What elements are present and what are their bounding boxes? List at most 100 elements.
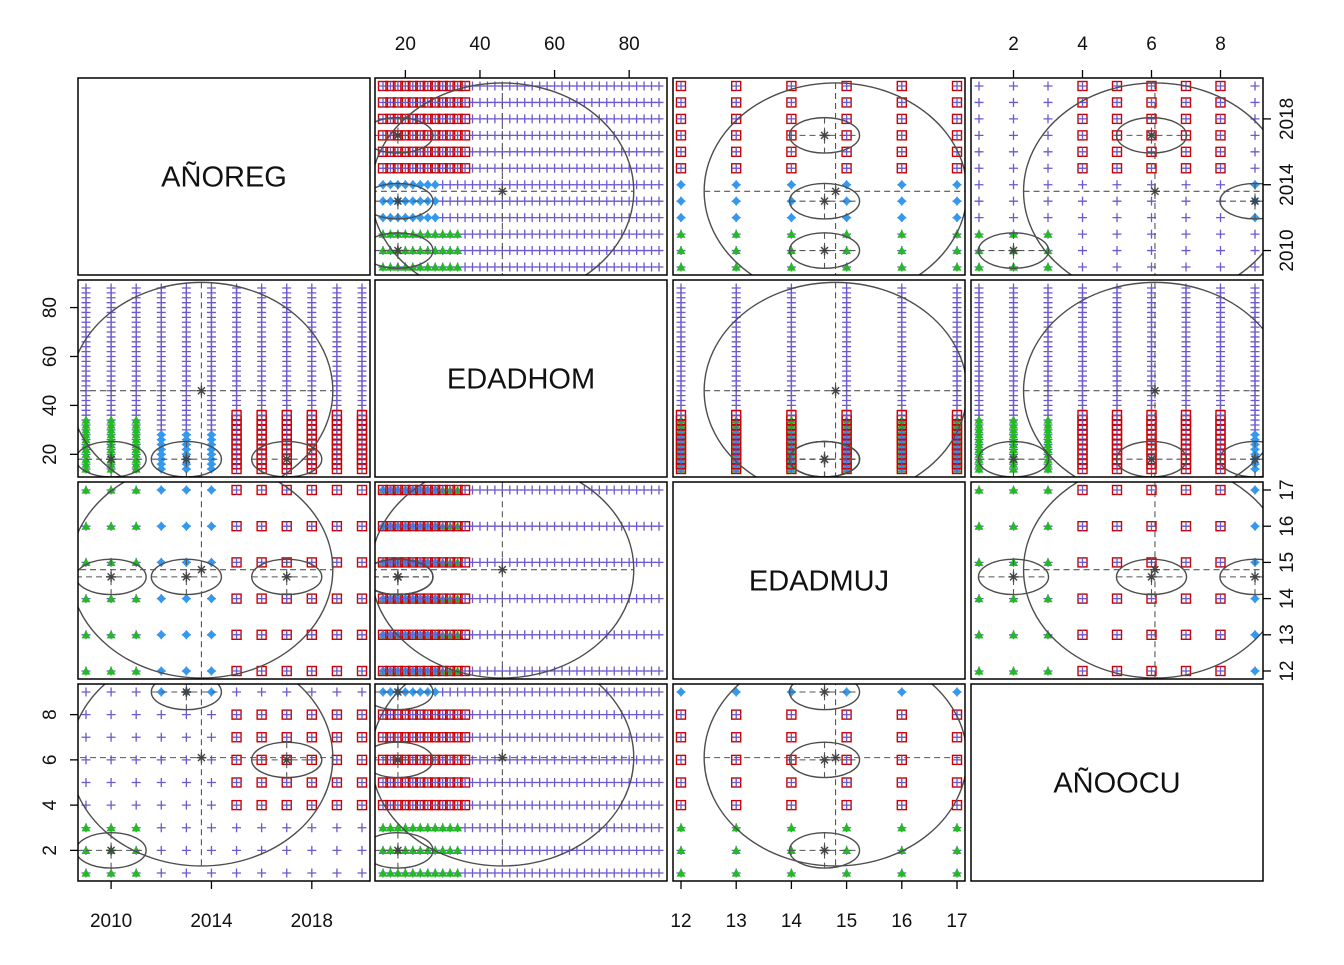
- point: [1043, 283, 1053, 293]
- point: [654, 823, 664, 833]
- point: [357, 732, 367, 742]
- point: [1078, 666, 1087, 676]
- point: [1216, 246, 1225, 256]
- point: [1078, 130, 1087, 140]
- point: [206, 444, 216, 454]
- point: [974, 557, 984, 566]
- panel-añoocu-vs-añoreg: [77, 683, 371, 882]
- point: [1078, 410, 1087, 420]
- panel-plot-area: [675, 80, 965, 275]
- series-group-4: [378, 81, 664, 272]
- point: [676, 163, 686, 173]
- point: [952, 81, 962, 91]
- point: [974, 114, 984, 124]
- point: [460, 163, 470, 173]
- point: [1043, 229, 1053, 238]
- series-group-4: [676, 687, 962, 878]
- point: [654, 485, 664, 495]
- tick-label: 4: [40, 799, 61, 810]
- point: [357, 823, 367, 833]
- group-centroid: [281, 454, 292, 465]
- tick-label: 12: [670, 911, 691, 932]
- panel-border: [77, 77, 371, 276]
- point: [460, 485, 470, 495]
- panel-border: [374, 683, 668, 882]
- point: [731, 410, 741, 420]
- point: [385, 868, 395, 877]
- point: [731, 163, 741, 173]
- point: [1147, 97, 1156, 107]
- point: [445, 845, 455, 854]
- series-group-1: [676, 415, 962, 473]
- point: [1112, 246, 1122, 256]
- panel-border: [672, 683, 966, 882]
- point: [897, 755, 907, 765]
- point: [385, 213, 395, 223]
- point: [156, 449, 166, 459]
- point: [897, 114, 907, 124]
- point: [1112, 229, 1122, 239]
- point: [131, 778, 141, 787]
- group-centroid: [392, 754, 403, 765]
- point: [1009, 485, 1018, 494]
- point: [181, 710, 191, 720]
- point: [1216, 594, 1225, 604]
- point: [1043, 180, 1053, 190]
- point: [460, 147, 470, 157]
- group-centroid: [196, 385, 207, 396]
- group-centroid: [819, 130, 830, 141]
- tick-label: 80: [40, 297, 61, 318]
- point: [81, 420, 91, 429]
- point: [307, 283, 317, 293]
- point: [654, 81, 664, 91]
- point: [445, 262, 455, 271]
- point: [731, 778, 741, 787]
- panel-añoreg-vs-añoocu: [970, 77, 1264, 276]
- point: [1043, 147, 1053, 157]
- point: [731, 262, 741, 271]
- tick-label: 16: [891, 911, 912, 932]
- point: [307, 845, 317, 855]
- panel-añoocu-vs-edadhom: [374, 683, 668, 882]
- point: [307, 710, 317, 720]
- point: [1250, 147, 1260, 157]
- tick-label: 16: [1277, 516, 1298, 537]
- point: [786, 163, 796, 173]
- point: [232, 732, 242, 742]
- point: [654, 630, 664, 640]
- point: [257, 521, 267, 531]
- point: [257, 485, 267, 495]
- point: [1078, 246, 1087, 256]
- point: [393, 823, 403, 832]
- ellipses: [703, 684, 965, 869]
- panel-border: [374, 481, 668, 680]
- tick-label: 6: [1146, 34, 1157, 55]
- point: [332, 687, 342, 697]
- point: [460, 755, 470, 765]
- point: [385, 180, 395, 190]
- point: [842, 710, 852, 720]
- group-centroid: [1008, 454, 1019, 465]
- point: [1078, 485, 1087, 495]
- point: [654, 557, 664, 567]
- tick-label: 60: [544, 34, 565, 55]
- point: [1009, 180, 1018, 190]
- point: [81, 430, 91, 439]
- point: [1043, 425, 1053, 434]
- panel-edadhom-vs-edadhom: EDADHOM: [374, 279, 668, 478]
- point: [952, 246, 962, 255]
- point: [106, 425, 116, 434]
- point: [1216, 114, 1225, 124]
- point: [357, 630, 367, 640]
- point: [106, 710, 116, 720]
- point: [1009, 114, 1018, 124]
- point: [206, 845, 216, 855]
- point: [156, 454, 166, 464]
- point: [676, 130, 686, 140]
- point: [81, 449, 91, 458]
- point: [460, 521, 470, 531]
- point: [232, 485, 242, 495]
- point: [654, 594, 664, 604]
- tick-label: 2018: [291, 911, 333, 932]
- point: [1009, 630, 1018, 639]
